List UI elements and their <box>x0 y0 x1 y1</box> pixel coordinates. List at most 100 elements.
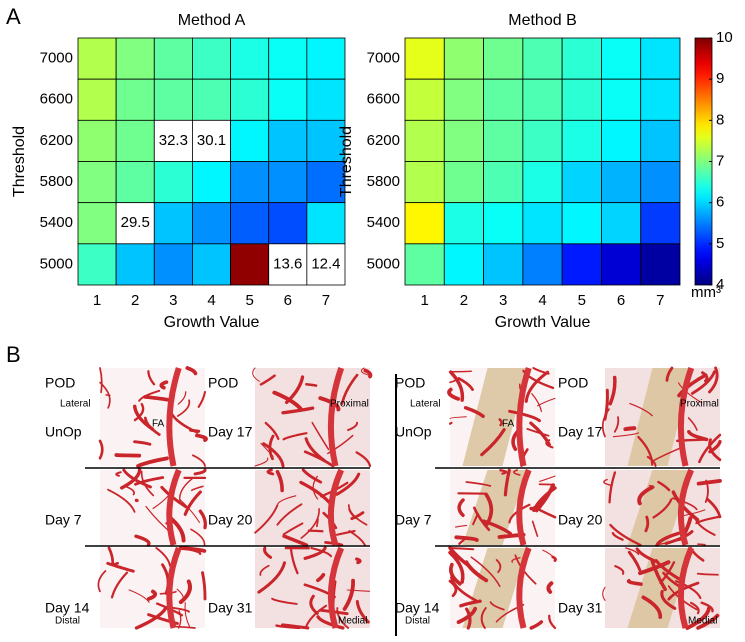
heatmap-cell <box>404 243 445 286</box>
heatmap-cell <box>483 119 524 162</box>
vessel <box>107 546 115 566</box>
vessel <box>646 455 657 468</box>
vessel <box>284 375 305 405</box>
vessel <box>342 578 355 611</box>
vessel <box>652 498 673 519</box>
vessel <box>177 391 187 405</box>
x-axis-label: Growth Value <box>495 314 591 331</box>
orientation-label: Lateral <box>410 399 441 410</box>
vessel <box>275 624 301 630</box>
vessel <box>122 468 152 489</box>
vessel <box>457 377 474 391</box>
vessel <box>289 546 299 575</box>
vessel <box>98 439 104 460</box>
vessel <box>134 606 168 630</box>
vessel <box>179 498 200 524</box>
vessel <box>178 579 192 605</box>
vessel <box>259 374 276 386</box>
heatmap-cell <box>561 243 602 286</box>
heatmap-cell <box>561 202 602 245</box>
heatmap-cell <box>230 202 270 245</box>
panel-label: A <box>6 4 21 29</box>
x-axis-label: Growth Value <box>164 314 260 331</box>
vessel <box>708 366 719 394</box>
vessel <box>677 373 708 398</box>
heatmap-cell <box>268 119 308 162</box>
heatmap-cell <box>404 202 445 245</box>
vessel <box>106 561 135 573</box>
heatmap-cell <box>192 243 231 286</box>
heatmap-cell <box>483 202 524 245</box>
vessel <box>185 366 198 376</box>
colorbar-tick-label: 5 <box>716 235 724 252</box>
vessel <box>508 503 531 524</box>
vessel <box>503 468 511 497</box>
heatmap-cell <box>404 119 445 162</box>
vessel <box>665 366 674 382</box>
vessel <box>701 371 709 383</box>
vessel <box>197 390 207 408</box>
vessel <box>335 529 356 536</box>
vessel <box>696 479 722 486</box>
vessel <box>355 557 362 565</box>
vessel <box>134 534 151 547</box>
vessel <box>489 601 505 611</box>
vessel <box>176 399 191 417</box>
heatmap-cell <box>640 37 681 80</box>
y-tick-label: 7000 <box>40 50 73 67</box>
x-tick-label: 4 <box>207 292 215 309</box>
orientation-label: Proximal <box>330 399 369 410</box>
vessel <box>644 515 650 533</box>
vessel <box>480 607 487 629</box>
pod-label: POD <box>208 375 238 391</box>
vessel <box>603 478 612 486</box>
vessel <box>346 589 371 592</box>
vessel <box>498 418 503 427</box>
vessel <box>282 522 304 536</box>
colorbar-tick-label: 9 <box>716 70 724 87</box>
vessel <box>508 409 541 423</box>
vessel <box>637 435 654 466</box>
vessel <box>465 607 472 630</box>
heatmap-cell <box>306 243 346 286</box>
heatmap-cell <box>77 243 117 286</box>
vessel <box>539 475 556 482</box>
vessel <box>449 370 472 373</box>
vessel <box>465 481 492 487</box>
vessel <box>191 454 206 467</box>
y-axis-label: Threshold <box>11 126 28 197</box>
main-vessel <box>327 468 344 546</box>
x-tick-label: 3 <box>499 292 507 309</box>
panel-label: B <box>6 342 21 367</box>
vessel <box>304 604 328 630</box>
vessel <box>449 562 462 586</box>
heatmap-cell <box>77 78 117 121</box>
vessel <box>307 529 324 533</box>
y-tick-label: 5800 <box>40 173 73 190</box>
vessel <box>660 589 677 610</box>
vessel <box>263 546 273 559</box>
main-vessel <box>677 546 695 629</box>
vessel <box>482 519 513 536</box>
x-tick-label: 1 <box>420 292 428 309</box>
vessel <box>448 421 453 425</box>
heatmap-cell <box>268 37 308 80</box>
vessel <box>347 504 368 526</box>
vessel <box>299 480 331 504</box>
vessel <box>706 497 722 519</box>
x-tick-label: 2 <box>460 292 468 309</box>
day-label: Day 20 <box>208 512 253 528</box>
vessel <box>548 614 557 630</box>
heatmap-cell <box>601 78 642 121</box>
heatmap-cell <box>153 243 193 286</box>
heatmap-cell <box>601 37 642 80</box>
x-tick-label: 4 <box>538 292 546 309</box>
vessel-graft <box>627 470 693 545</box>
x-tick-label: 6 <box>617 292 625 309</box>
day-label: Day 20 <box>558 512 603 528</box>
heatmap-cell <box>115 119 155 162</box>
vessel <box>259 564 270 576</box>
vessel <box>685 606 711 630</box>
vessel <box>637 485 655 506</box>
